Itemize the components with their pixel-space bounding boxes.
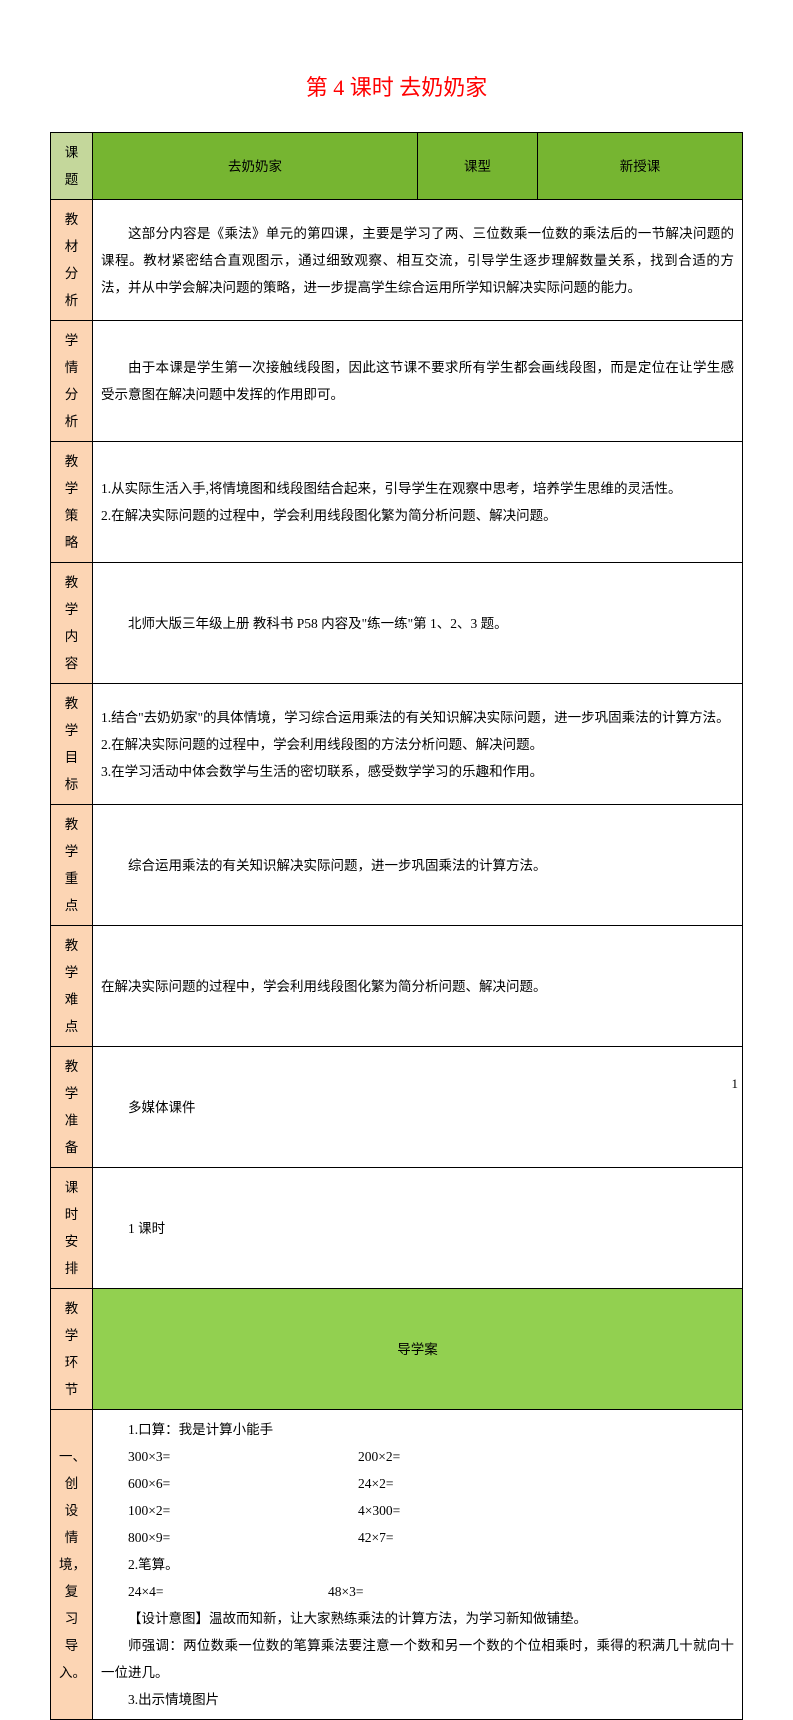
calc2-row: 24×4= 48×3= <box>101 1578 734 1605</box>
row-content: 教学内容 北师大版三年级上册 教科书 P58 内容及"练一练"第 1、2、3 题… <box>51 563 743 684</box>
content-strategy: 1.从实际生活入手,将情境图和线段图结合起来，引导学生在观察中思考，培养学生思维… <box>93 442 743 563</box>
label-keypoint: 教学重点 <box>51 805 93 926</box>
s1-line-3: 【设计意图】温故而知新，让大家熟练乘法的计算方法，为学习新知做铺垫。 <box>101 1605 734 1632</box>
content-difficulty: 在解决实际问题的过程中，学会利用线段图化繁为简分析问题、解决问题。 <box>93 926 743 1047</box>
row-textbook-analysis: 教材分析 这部分内容是《乘法》单元的第四课，主要是学习了两、三位数乘一位数的乘法… <box>51 200 743 321</box>
strategy-line-2: 2.在解决实际问题的过程中，学会利用线段图化繁为简分析问题、解决问题。 <box>101 502 734 529</box>
content-textbook-analysis: 这部分内容是《乘法》单元的第四课，主要是学习了两、三位数乘一位数的乘法后的一节解… <box>93 200 743 321</box>
content-student-analysis: 由于本课是学生第一次接触线段图，因此这节课不要求所有学生都会画线段图，而是定位在… <box>93 321 743 442</box>
header-topic-label: 课题 <box>51 133 93 200</box>
row-student-analysis: 学情分析 由于本课是学生第一次接触线段图，因此这节课不要求所有学生都会画线段图，… <box>51 321 743 442</box>
strategy-line-1: 1.从实际生活入手,将情境图和线段图结合起来，引导学生在观察中思考，培养学生思维… <box>101 475 734 502</box>
s1-line-4: 师强调：两位数乘一位数的笔算乘法要注意一个数和另一个数的个位相乘时，乘得的积满几… <box>101 1632 734 1686</box>
calc2-b: 48×3= <box>328 1578 734 1605</box>
objective-1: 1.结合"去奶奶家"的具体情境，学习综合运用乘法的有关知识解决实际问题，进一步巩… <box>101 704 734 731</box>
header-topic-value: 去奶奶家 <box>93 133 418 200</box>
label-periods: 课时安排 <box>51 1168 93 1289</box>
label-content: 教学内容 <box>51 563 93 684</box>
header-type-label: 课型 <box>418 133 538 200</box>
s1-line-1: 1.口算：我是计算小能手 <box>101 1416 734 1443</box>
calc-4a: 800×9= <box>128 1524 358 1551</box>
content-keypoint: 综合运用乘法的有关知识解决实际问题，进一步巩固乘法的计算方法。 <box>93 805 743 926</box>
row-difficulty: 教学难点 在解决实际问题的过程中，学会利用线段图化繁为简分析问题、解决问题。 <box>51 926 743 1047</box>
content-section-1: 1.口算：我是计算小能手 300×3= 200×2= 600×6= 24×2= … <box>93 1410 743 1720</box>
row-keypoint: 教学重点 综合运用乘法的有关知识解决实际问题，进一步巩固乘法的计算方法。 <box>51 805 743 926</box>
content-periods: 1 课时 <box>93 1168 743 1289</box>
label-preparation: 教学准备 <box>51 1047 93 1168</box>
label-student-analysis: 学情分析 <box>51 321 93 442</box>
content-preparation: 多媒体课件 <box>93 1047 743 1168</box>
label-textbook-analysis: 教材分析 <box>51 200 93 321</box>
label-section-1: 一、创设情境，复习导入。 <box>51 1410 93 1720</box>
page-number: 1 <box>732 1076 739 1092</box>
label-objectives: 教学目标 <box>51 684 93 805</box>
row-section-1: 一、创设情境，复习导入。 1.口算：我是计算小能手 300×3= 200×2= … <box>51 1410 743 1720</box>
row-strategy: 教学策略 1.从实际生活入手,将情境图和线段图结合起来，引导学生在观察中思考，培… <box>51 442 743 563</box>
label-strategy: 教学策略 <box>51 442 93 563</box>
calc-row-2: 600×6= 24×2= <box>101 1470 734 1497</box>
calc-row-4: 800×9= 42×7= <box>101 1524 734 1551</box>
calc-row-1: 300×3= 200×2= <box>101 1443 734 1470</box>
calc-2b: 24×2= <box>358 1470 734 1497</box>
calc-3a: 100×2= <box>128 1497 358 1524</box>
row-segment-header: 教学环节 导学案 <box>51 1289 743 1410</box>
calc-4b: 42×7= <box>358 1524 734 1551</box>
label-segment: 教学环节 <box>51 1289 93 1410</box>
s1-line-2: 2.笔算。 <box>101 1551 734 1578</box>
s1-line-5: 3.出示情境图片 <box>101 1686 734 1713</box>
objective-3: 3.在学习活动中体会数学与生活的密切联系，感受数学学习的乐趣和作用。 <box>101 758 734 785</box>
header-type-value: 新授课 <box>538 133 743 200</box>
calc-3b: 4×300= <box>358 1497 734 1524</box>
calc-2a: 600×6= <box>128 1470 358 1497</box>
header-row: 课题 去奶奶家 课型 新授课 <box>51 133 743 200</box>
label-difficulty: 教学难点 <box>51 926 93 1047</box>
row-periods: 课时安排 1 课时 <box>51 1168 743 1289</box>
guide-plan-header: 导学案 <box>93 1289 743 1410</box>
objective-2: 2.在解决实际问题的过程中，学会利用线段图的方法分析问题、解决问题。 <box>101 731 734 758</box>
content-content: 北师大版三年级上册 教科书 P58 内容及"练一练"第 1、2、3 题。 <box>93 563 743 684</box>
page-container: 第 4 课时 去奶奶家 课题 去奶奶家 课型 新授课 教材分析 这部分内容是《乘… <box>0 0 793 1122</box>
calc2-a: 24×4= <box>128 1578 328 1605</box>
lesson-plan-table: 课题 去奶奶家 课型 新授课 教材分析 这部分内容是《乘法》单元的第四课，主要是… <box>50 132 743 1720</box>
calc-1b: 200×2= <box>358 1443 734 1470</box>
content-objectives: 1.结合"去奶奶家"的具体情境，学习综合运用乘法的有关知识解决实际问题，进一步巩… <box>93 684 743 805</box>
row-preparation: 教学准备 多媒体课件 <box>51 1047 743 1168</box>
row-objectives: 教学目标 1.结合"去奶奶家"的具体情境，学习综合运用乘法的有关知识解决实际问题… <box>51 684 743 805</box>
calc-row-3: 100×2= 4×300= <box>101 1497 734 1524</box>
calc-1a: 300×3= <box>128 1443 358 1470</box>
document-title: 第 4 课时 去奶奶家 <box>50 70 743 102</box>
